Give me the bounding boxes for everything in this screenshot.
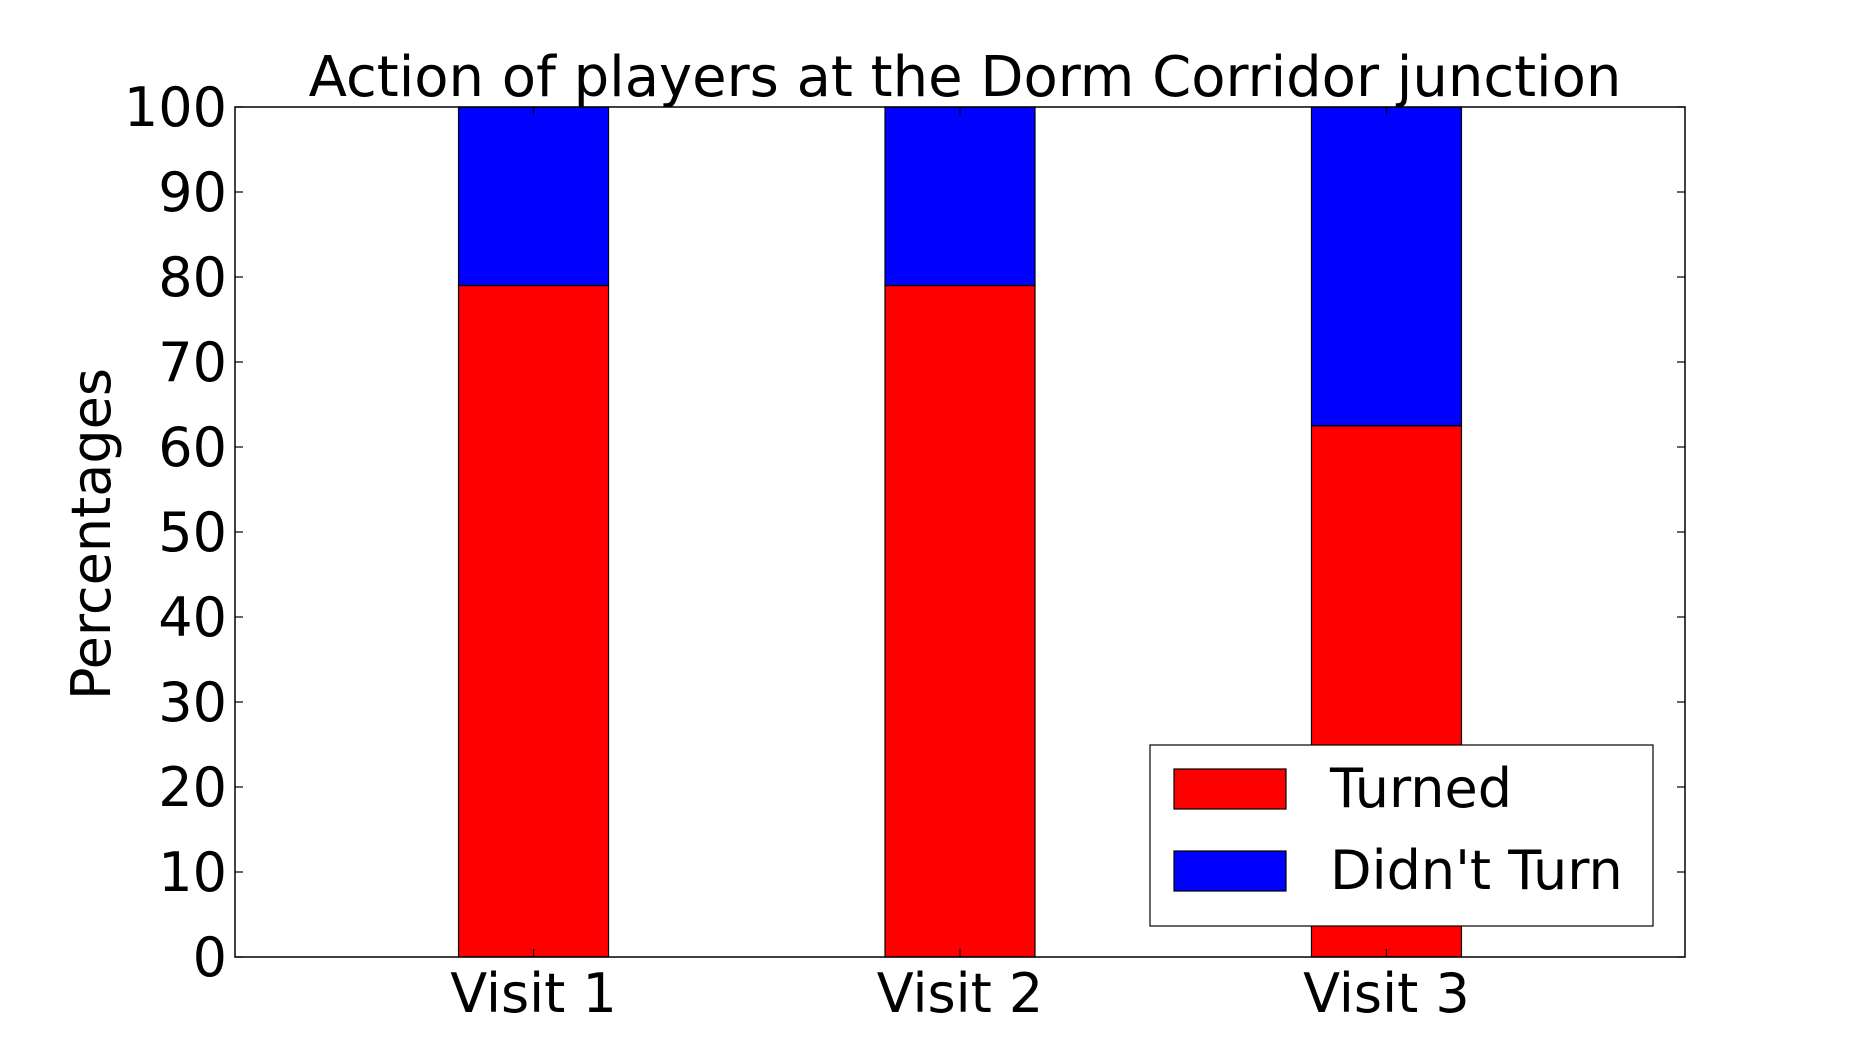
- y-tick-label: 20: [158, 756, 227, 819]
- y-tick-label: 0: [193, 926, 227, 989]
- legend: Turned Didn't Turn: [1149, 744, 1654, 927]
- y-tick-label: 100: [124, 76, 227, 139]
- legend-label-turned: Turned: [1329, 757, 1512, 820]
- x-tick-label: Visit 3: [1303, 962, 1470, 1025]
- ticks-layer: 0 10 20 30 40 50 60 70 80 90 100 Visit 1 Visit 2 Visi…: [124, 76, 1685, 1025]
- y-tick-label: 30: [158, 671, 227, 734]
- legend-label-didnt-turn: Didn't Turn: [1330, 839, 1623, 902]
- bar-turned-2: [884, 284, 1036, 958]
- bar-didnt-turn-2: [884, 106, 1036, 287]
- y-tick-label: 80: [158, 246, 227, 309]
- bars-layer: [457, 106, 1463, 958]
- y-tick-label: 90: [158, 161, 227, 224]
- bar-didnt-turn-3: [1310, 106, 1463, 427]
- legend-swatch-didnt-turn: [1173, 850, 1287, 892]
- legend-swatch-turned: [1173, 768, 1287, 810]
- y-tick-label: 10: [158, 841, 227, 904]
- chart-title: Action of players at the Dorm Corridor j…: [309, 45, 1622, 110]
- bar-didnt-turn-1: [457, 106, 610, 287]
- y-tick-label: 40: [158, 586, 227, 649]
- y-tick-label: 70: [158, 331, 227, 394]
- bar-turned-1: [457, 284, 610, 958]
- y-tick-label: 50: [158, 501, 227, 564]
- y-axis-label: Percentages: [60, 368, 123, 700]
- x-tick-label: Visit 2: [877, 962, 1044, 1025]
- y-tick-label: 60: [158, 416, 227, 479]
- x-tick-label: Visit 1: [450, 962, 617, 1025]
- plot-frame: [234, 106, 1686, 958]
